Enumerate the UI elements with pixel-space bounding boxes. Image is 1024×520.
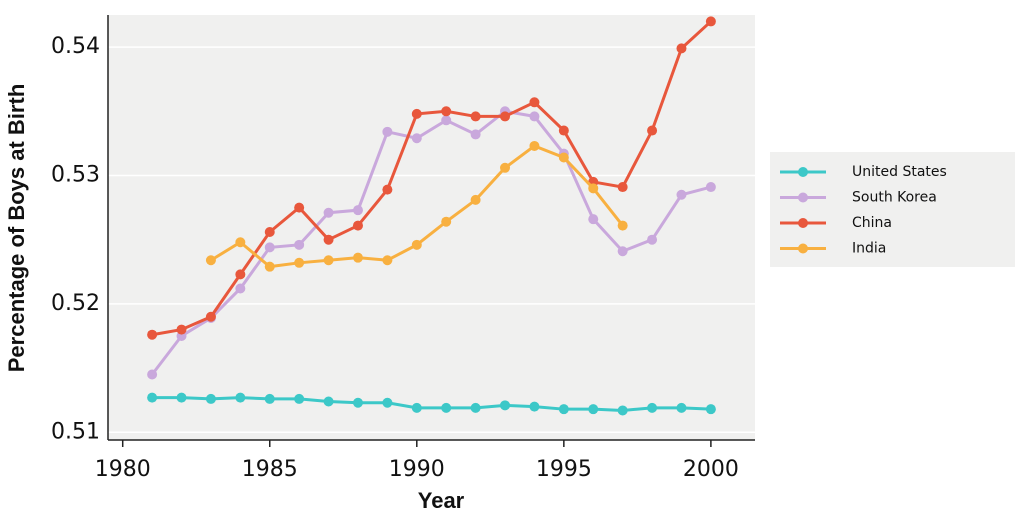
data-point: [411, 133, 422, 144]
data-point: [617, 405, 628, 416]
data-point: [411, 239, 422, 250]
legend-label: China: [852, 215, 892, 231]
legend: United States South Korea China India: [780, 164, 947, 257]
data-point: [147, 392, 158, 403]
data-point: [705, 182, 716, 193]
x-tick-label: 1985: [242, 457, 298, 482]
data-point: [647, 402, 658, 413]
data-point: [529, 111, 540, 122]
data-point: [294, 202, 305, 213]
data-point: [588, 404, 599, 415]
data-point: [647, 125, 658, 136]
data-point: [323, 234, 334, 245]
data-point: [676, 43, 687, 54]
data-point: [352, 205, 363, 216]
data-point: [382, 397, 393, 408]
data-point: [294, 393, 305, 404]
data-point: [529, 140, 540, 151]
x-tick-label: 1995: [536, 457, 592, 482]
data-point: [205, 393, 216, 404]
x-tick-label: 2000: [683, 457, 739, 482]
data-point: [264, 261, 275, 272]
data-point: [323, 396, 334, 407]
y-tick-label: 0.53: [51, 162, 100, 187]
data-point: [500, 111, 511, 122]
lines: [147, 16, 716, 416]
data-point: [470, 402, 481, 413]
x-axis-title: Year: [418, 488, 465, 513]
data-point: [529, 401, 540, 412]
legend-marker: [798, 167, 808, 177]
data-point: [382, 126, 393, 137]
data-point: [617, 220, 628, 231]
legend-label: India: [852, 241, 886, 257]
y-tick-label: 0.52: [51, 291, 100, 316]
data-point: [676, 189, 687, 200]
data-point: [441, 402, 452, 413]
x-tick-label: 1990: [389, 457, 445, 482]
data-point: [441, 216, 452, 227]
data-point: [441, 106, 452, 117]
x-tick-label: 1980: [95, 457, 151, 482]
legend-marker: [798, 243, 808, 254]
data-point: [441, 115, 452, 126]
data-point: [176, 324, 187, 335]
y-axis-title: Percentage of Boys at Birth: [4, 84, 29, 373]
data-point: [382, 255, 393, 266]
data-point: [264, 242, 275, 253]
legend-label: South Korea: [852, 190, 937, 206]
data-point: [294, 239, 305, 250]
data-point: [588, 214, 599, 225]
data-point: [411, 108, 422, 119]
data-point: [588, 183, 599, 194]
data-point: [205, 255, 216, 266]
data-point: [529, 97, 540, 108]
data-point: [235, 269, 246, 280]
data-point: [705, 404, 716, 415]
grid: [108, 46, 755, 434]
data-point: [470, 129, 481, 140]
data-point: [470, 111, 481, 122]
series-line: [150, 109, 712, 376]
legend-marker: [798, 192, 808, 203]
data-point: [235, 283, 246, 294]
data-point: [176, 392, 187, 403]
data-point: [617, 182, 628, 193]
data-point: [323, 255, 334, 266]
data-point: [500, 162, 511, 173]
data-point: [676, 402, 687, 413]
data-point: [205, 311, 216, 322]
data-point: [382, 184, 393, 195]
y-tick-label: 0.54: [51, 34, 100, 59]
data-point: [235, 237, 246, 248]
data-point: [264, 393, 275, 404]
data-point: [147, 329, 158, 340]
y-tick-label: 0.51: [51, 419, 100, 444]
data-point: [235, 392, 246, 403]
plot-background: [108, 15, 755, 440]
data-point: [294, 257, 305, 268]
data-point: [411, 402, 422, 413]
data-point: [500, 400, 511, 411]
data-point: [323, 207, 334, 218]
data-point: [470, 194, 481, 205]
data-point: [264, 226, 275, 237]
data-point: [352, 397, 363, 408]
data-point: [647, 234, 658, 245]
data-point: [558, 125, 569, 136]
legend-label: United States: [852, 164, 947, 180]
data-point: [558, 404, 569, 415]
data-point: [617, 246, 628, 257]
legend-marker: [798, 218, 808, 228]
data-point: [352, 252, 363, 263]
data-point: [705, 16, 716, 27]
data-point: [558, 152, 569, 163]
data-point: [147, 369, 158, 380]
data-point: [352, 220, 363, 231]
